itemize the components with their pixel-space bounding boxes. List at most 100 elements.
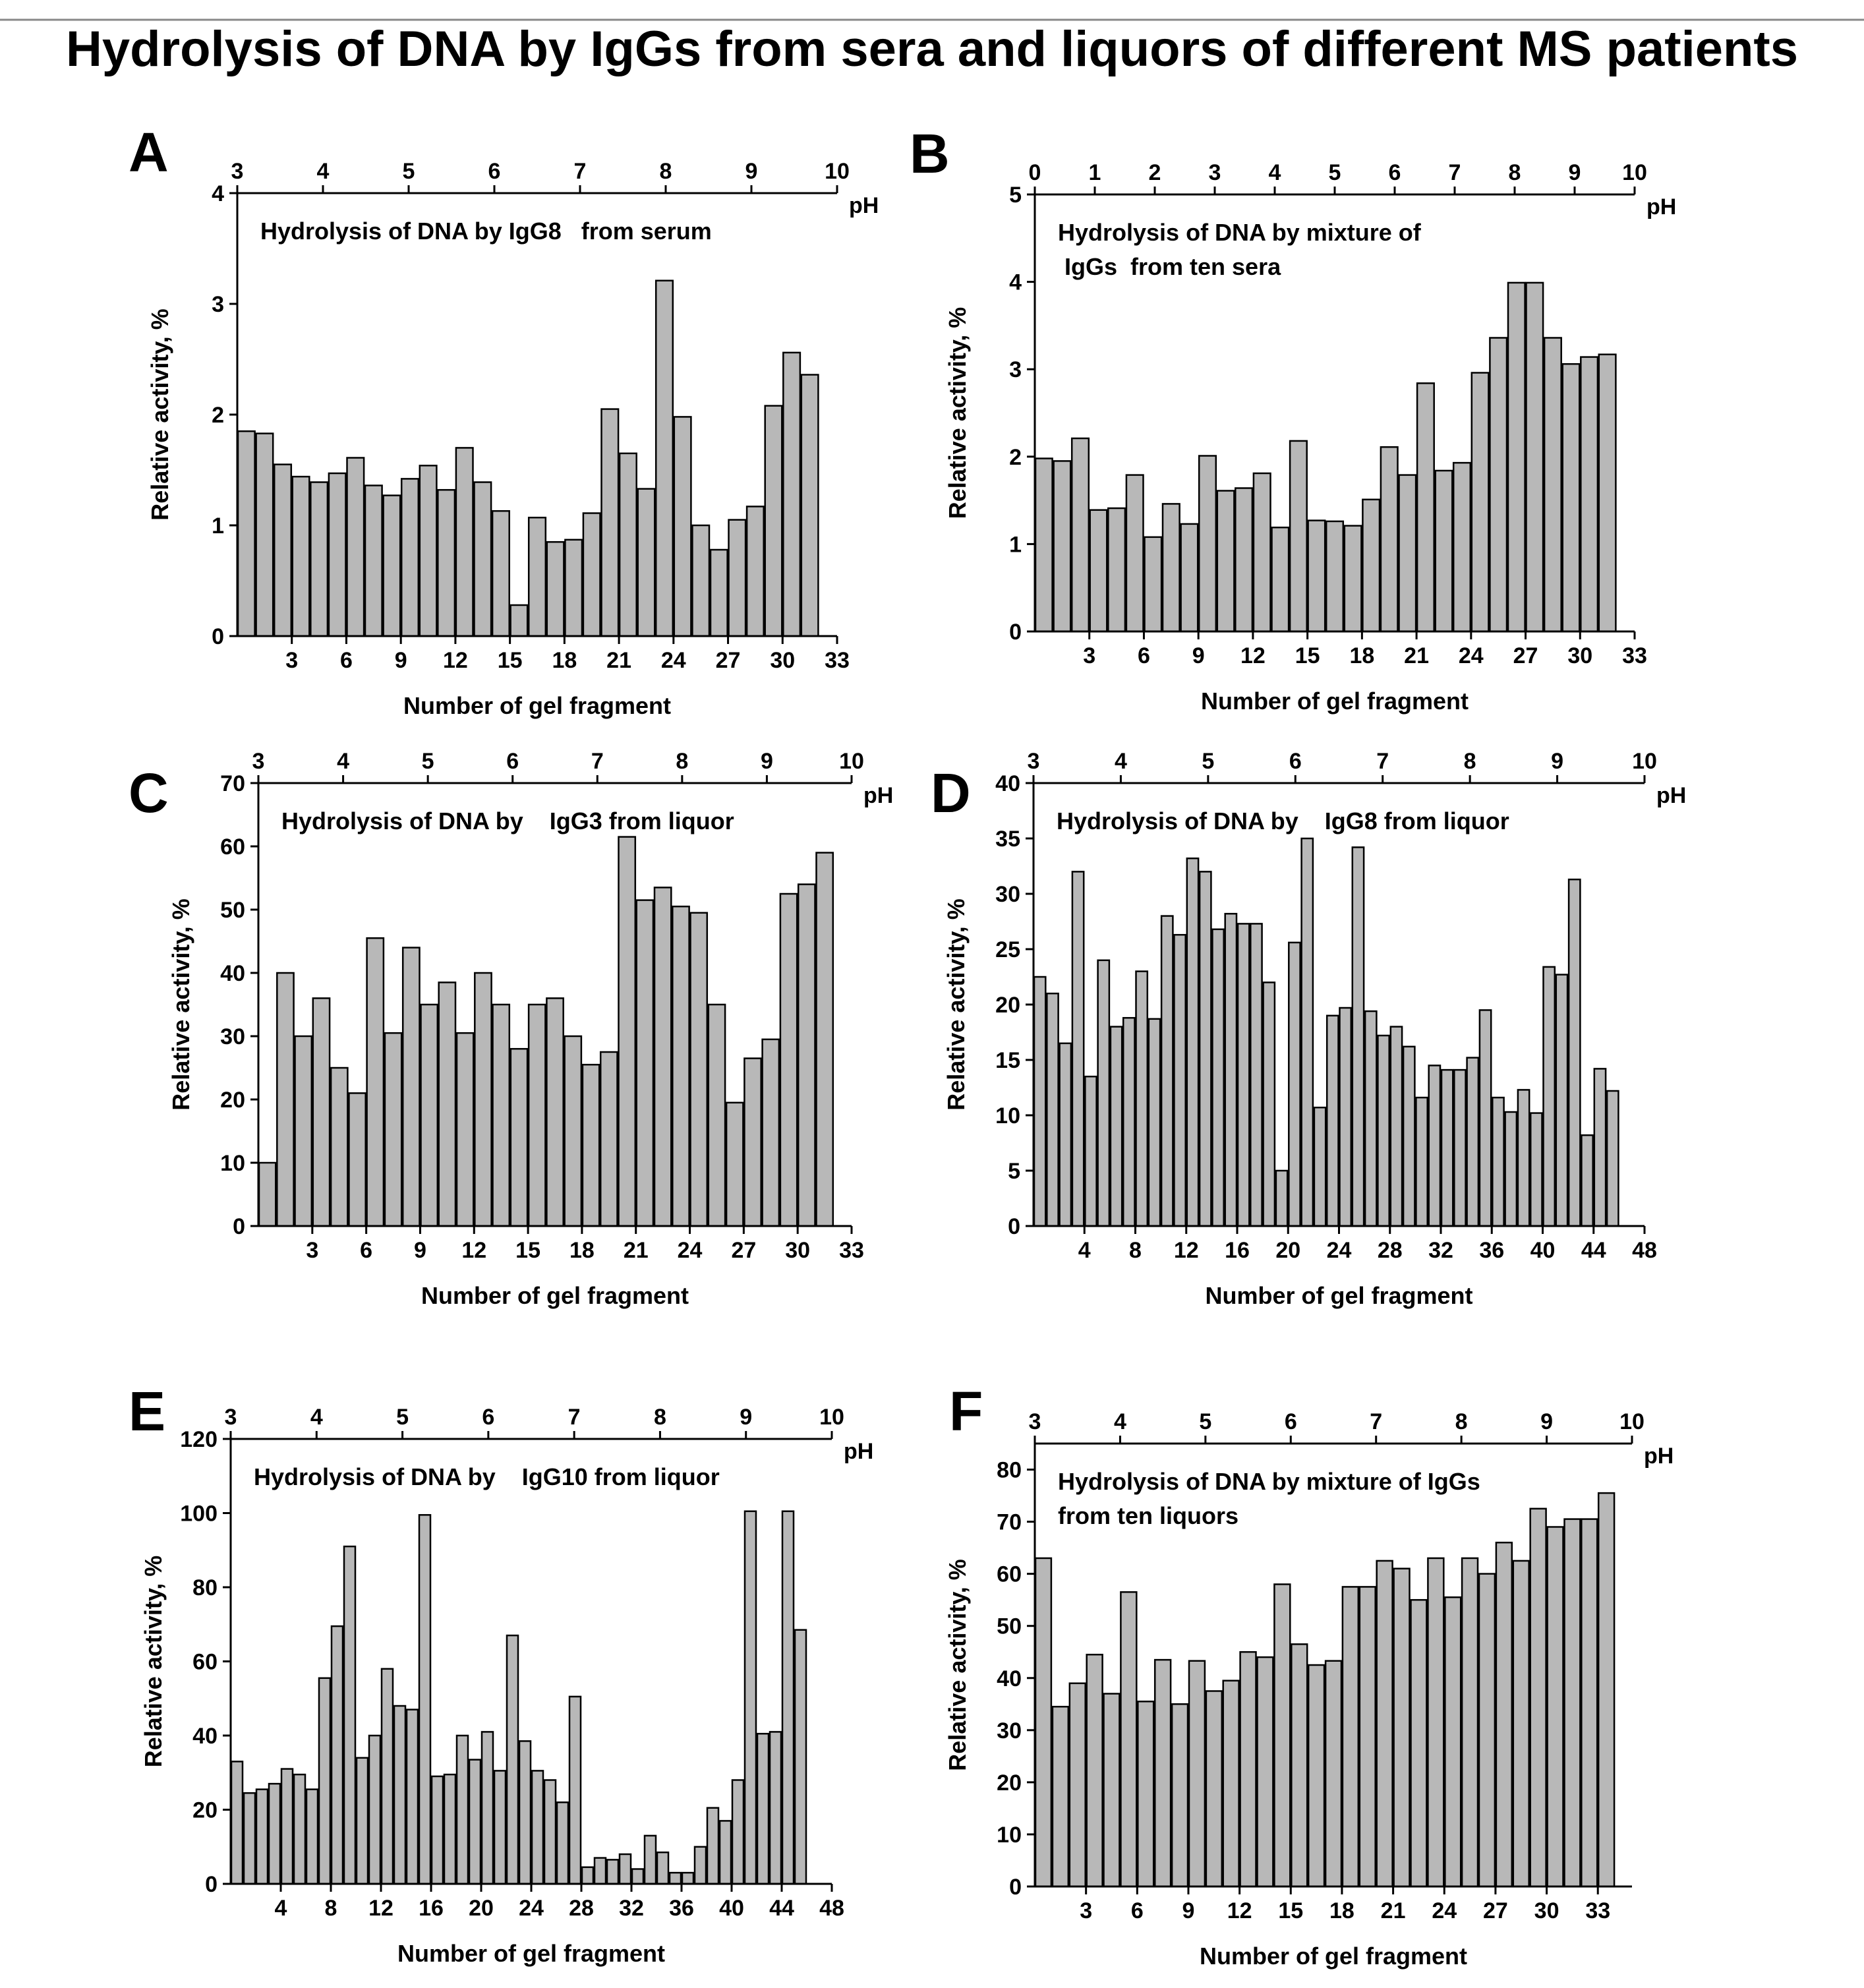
bar-b-9 xyxy=(1180,523,1199,633)
bar-f-28 xyxy=(1495,1541,1513,1888)
y-tick-label-c-20: 20 xyxy=(220,1088,245,1113)
bar-e-5 xyxy=(280,1768,294,1885)
bar-d-45 xyxy=(1593,1068,1607,1227)
ph-tick-label-c-9: 9 xyxy=(761,749,773,774)
ph-tick-label-c-10: 10 xyxy=(839,749,864,774)
ph-tick-label-c-6: 6 xyxy=(506,749,519,774)
panel-letter-b: B xyxy=(910,123,950,185)
bar-c-31 xyxy=(797,883,816,1227)
bar-a-4 xyxy=(291,475,310,637)
ph-tick-label-c-3: 3 xyxy=(252,749,265,774)
bar-f-12 xyxy=(1222,1680,1240,1888)
ph-tick-label-e-9: 9 xyxy=(740,1405,752,1430)
bar-c-26 xyxy=(707,1003,726,1227)
bar-a-30 xyxy=(764,405,783,637)
bar-b-24 xyxy=(1452,461,1472,633)
x-tick-label-c-33: 33 xyxy=(839,1238,864,1263)
ph-tick-label-e-7: 7 xyxy=(568,1405,581,1430)
x-axis-label-d: Number of gel fragment xyxy=(1205,1282,1472,1309)
x-tick-label-e-44: 44 xyxy=(769,1896,794,1921)
bar-d-3 xyxy=(1059,1042,1072,1227)
bar-b-28 xyxy=(1525,281,1544,633)
x-tick-label-e-20: 20 xyxy=(469,1896,494,1921)
bar-d-39 xyxy=(1517,1089,1530,1227)
bar-d-41 xyxy=(1542,966,1556,1227)
x-tick-label-e-12: 12 xyxy=(368,1896,393,1921)
bar-e-30 xyxy=(593,1857,607,1885)
bar-b-6 xyxy=(1125,474,1144,633)
bar-f-1 xyxy=(1034,1557,1053,1888)
bar-a-28 xyxy=(728,519,747,637)
bar-e-26 xyxy=(543,1779,557,1885)
x-tick-label-b-18: 18 xyxy=(1349,643,1374,668)
x-tick-label-a-33: 33 xyxy=(825,648,850,673)
bar-a-11 xyxy=(419,465,438,637)
y-tick-label-a-4: 4 xyxy=(212,181,224,206)
bar-a-6 xyxy=(328,472,347,637)
y-tick-label-a-1: 1 xyxy=(212,513,224,539)
ph-tick-label-b-2: 2 xyxy=(1149,160,1161,185)
bar-f-16 xyxy=(1291,1643,1308,1888)
y-tick-label-d-20: 20 xyxy=(995,993,1020,1018)
ph-tick-label-d-8: 8 xyxy=(1464,749,1476,774)
x-tick-label-a-3: 3 xyxy=(285,648,298,673)
ph-axis-label-f: pH xyxy=(1644,1444,1674,1469)
x-tick-label-b-9: 9 xyxy=(1192,643,1205,668)
bar-e-9 xyxy=(330,1625,344,1885)
x-tick-label-b-21: 21 xyxy=(1404,643,1429,668)
bar-a-13 xyxy=(455,447,474,637)
ph-tick-label-a-7: 7 xyxy=(574,159,587,184)
bar-e-8 xyxy=(318,1677,332,1885)
x-tick-label-e-24: 24 xyxy=(519,1896,544,1921)
bar-d-31 xyxy=(1415,1096,1428,1227)
bar-d-29 xyxy=(1389,1026,1403,1227)
y-tick-label-d-40: 40 xyxy=(995,771,1020,796)
bar-c-32 xyxy=(815,852,834,1227)
bar-e-17 xyxy=(430,1775,444,1885)
bar-a-17 xyxy=(527,516,547,637)
ph-tick-label-a-3: 3 xyxy=(231,159,244,184)
ph-tick-label-e-4: 4 xyxy=(310,1405,323,1430)
y-tick-label-d-15: 15 xyxy=(995,1048,1020,1073)
y-tick-label-d-25: 25 xyxy=(995,937,1020,962)
bar-d-34 xyxy=(1453,1068,1467,1227)
bar-b-12 xyxy=(1235,487,1254,633)
bar-f-10 xyxy=(1188,1660,1206,1888)
bar-e-23 xyxy=(506,1634,519,1885)
bar-d-42 xyxy=(1555,974,1569,1227)
bar-a-12 xyxy=(437,488,456,637)
bar-b-32 xyxy=(1598,353,1617,633)
bar-d-20 xyxy=(1275,1169,1289,1227)
y-tick-label-e-20: 20 xyxy=(192,1798,218,1823)
x-tick-label-a-27: 27 xyxy=(716,648,741,673)
bar-d-33 xyxy=(1440,1068,1454,1227)
bar-e-27 xyxy=(556,1801,569,1885)
x-tick-label-b-6: 6 xyxy=(1138,643,1150,668)
x-tick-label-e-48: 48 xyxy=(819,1896,844,1921)
y-tick-label-a-0: 0 xyxy=(212,624,224,649)
y-tick-label-c-60: 60 xyxy=(220,834,245,860)
bar-c-13 xyxy=(474,972,492,1227)
bar-c-28 xyxy=(743,1057,762,1227)
bar-c-1 xyxy=(258,1161,277,1227)
bar-c-22 xyxy=(635,899,655,1227)
y-tick-label-e-80: 80 xyxy=(192,1575,218,1600)
y-tick-label-c-30: 30 xyxy=(220,1024,245,1049)
x-axis-label-e: Number of gel fragment xyxy=(397,1940,665,1967)
ph-tick-label-d-7: 7 xyxy=(1376,749,1389,774)
bar-d-26 xyxy=(1351,846,1365,1227)
x-tick-label-b-3: 3 xyxy=(1083,643,1095,668)
figure-title: Hydrolysis of DNA by IgGs from sera and … xyxy=(66,21,1798,77)
x-tick-label-f-9: 9 xyxy=(1182,1898,1195,1923)
bar-a-18 xyxy=(546,541,565,637)
bar-c-2 xyxy=(276,972,295,1227)
bar-d-6 xyxy=(1097,959,1111,1227)
ph-tick-label-a-10: 10 xyxy=(825,159,850,184)
bar-d-10 xyxy=(1148,1018,1161,1227)
bar-b-31 xyxy=(1580,356,1599,633)
y-tick-label-e-100: 100 xyxy=(180,1502,218,1527)
x-axis-label-f: Number of gel fragment xyxy=(1200,1943,1467,1970)
bar-f-19 xyxy=(1341,1586,1360,1888)
bar-e-32 xyxy=(618,1853,632,1885)
